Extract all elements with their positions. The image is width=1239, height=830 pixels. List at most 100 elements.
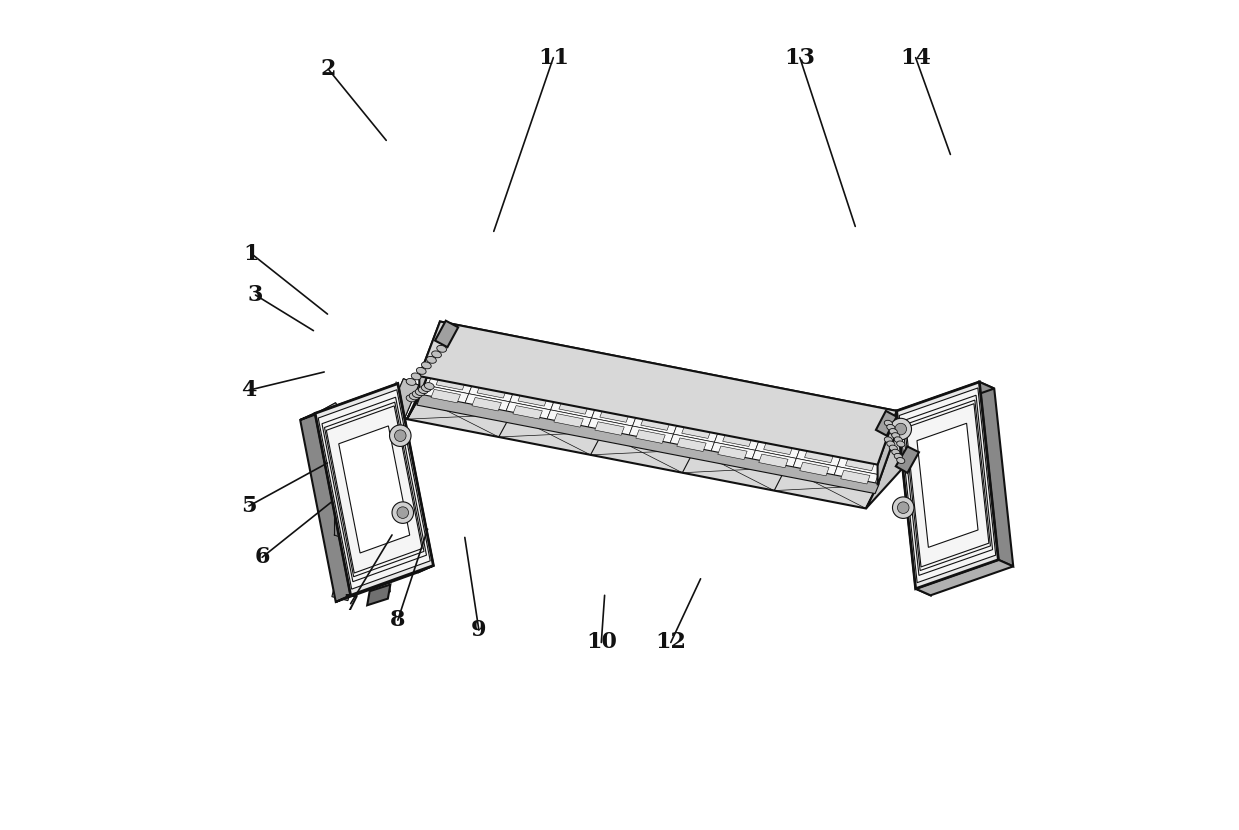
Polygon shape	[586, 418, 633, 439]
Polygon shape	[300, 413, 351, 602]
Polygon shape	[717, 446, 747, 460]
Polygon shape	[669, 434, 715, 456]
Circle shape	[897, 502, 909, 514]
Text: 1: 1	[244, 242, 259, 265]
Polygon shape	[679, 408, 725, 429]
Polygon shape	[799, 462, 829, 476]
Polygon shape	[900, 388, 996, 583]
Polygon shape	[325, 403, 424, 577]
Polygon shape	[406, 397, 877, 509]
Polygon shape	[416, 394, 880, 494]
Circle shape	[890, 418, 912, 440]
Polygon shape	[792, 458, 838, 480]
Text: 6: 6	[254, 546, 270, 569]
Polygon shape	[916, 559, 1014, 595]
Polygon shape	[361, 481, 390, 593]
Polygon shape	[855, 431, 885, 444]
Ellipse shape	[890, 428, 897, 435]
Polygon shape	[720, 416, 766, 437]
Polygon shape	[528, 367, 558, 380]
Polygon shape	[472, 398, 502, 411]
Polygon shape	[564, 388, 593, 401]
Polygon shape	[845, 457, 875, 471]
Circle shape	[396, 507, 409, 519]
Polygon shape	[441, 364, 471, 377]
Polygon shape	[627, 426, 674, 447]
Polygon shape	[545, 410, 591, 431]
Text: 7: 7	[343, 593, 358, 614]
Polygon shape	[419, 321, 897, 465]
Polygon shape	[367, 584, 390, 605]
Polygon shape	[419, 321, 440, 397]
Polygon shape	[554, 413, 584, 427]
Polygon shape	[761, 424, 807, 445]
Polygon shape	[876, 411, 897, 436]
Polygon shape	[513, 406, 543, 419]
Ellipse shape	[897, 457, 904, 463]
Polygon shape	[321, 403, 377, 485]
Polygon shape	[846, 427, 892, 448]
Polygon shape	[300, 383, 398, 420]
Polygon shape	[897, 382, 994, 417]
Polygon shape	[463, 393, 509, 415]
Polygon shape	[321, 403, 377, 485]
Text: 10: 10	[586, 632, 617, 653]
Polygon shape	[906, 403, 989, 567]
Polygon shape	[797, 445, 843, 466]
Text: 2: 2	[321, 58, 336, 81]
Polygon shape	[436, 377, 466, 390]
Polygon shape	[838, 453, 883, 475]
Polygon shape	[807, 419, 851, 440]
Polygon shape	[902, 395, 992, 575]
Text: 13: 13	[784, 46, 815, 69]
Polygon shape	[555, 384, 602, 405]
Ellipse shape	[892, 432, 900, 439]
Ellipse shape	[887, 424, 895, 431]
Polygon shape	[336, 565, 434, 602]
Text: 9: 9	[471, 619, 487, 641]
Polygon shape	[595, 422, 624, 435]
Ellipse shape	[416, 368, 426, 374]
Polygon shape	[732, 407, 762, 420]
Polygon shape	[605, 396, 634, 409]
Polygon shape	[850, 444, 880, 457]
Polygon shape	[479, 355, 525, 376]
Text: 14: 14	[901, 46, 930, 69]
Ellipse shape	[895, 453, 902, 459]
Ellipse shape	[409, 393, 419, 400]
Polygon shape	[686, 412, 716, 425]
Polygon shape	[523, 380, 553, 393]
Polygon shape	[646, 404, 675, 417]
Polygon shape	[326, 406, 422, 573]
Polygon shape	[650, 391, 680, 404]
Ellipse shape	[415, 388, 425, 396]
Polygon shape	[897, 382, 999, 588]
Polygon shape	[722, 433, 752, 447]
Polygon shape	[866, 432, 907, 509]
Ellipse shape	[421, 384, 431, 392]
Text: 3: 3	[248, 284, 263, 306]
Circle shape	[389, 425, 411, 447]
Polygon shape	[773, 415, 803, 428]
Polygon shape	[477, 384, 507, 398]
Polygon shape	[406, 342, 440, 419]
Ellipse shape	[895, 437, 902, 443]
Polygon shape	[756, 437, 802, 458]
Ellipse shape	[892, 449, 900, 455]
Ellipse shape	[431, 351, 441, 358]
Polygon shape	[814, 422, 844, 437]
Polygon shape	[362, 378, 419, 485]
Polygon shape	[710, 442, 756, 463]
Polygon shape	[917, 423, 978, 547]
Polygon shape	[751, 451, 797, 471]
Circle shape	[895, 423, 907, 435]
Polygon shape	[600, 409, 629, 422]
Polygon shape	[482, 372, 512, 385]
Polygon shape	[804, 449, 834, 462]
Text: 5: 5	[242, 495, 256, 517]
Polygon shape	[514, 376, 561, 397]
Polygon shape	[841, 471, 870, 484]
Polygon shape	[758, 454, 788, 468]
Polygon shape	[597, 392, 643, 413]
Polygon shape	[979, 382, 1014, 566]
